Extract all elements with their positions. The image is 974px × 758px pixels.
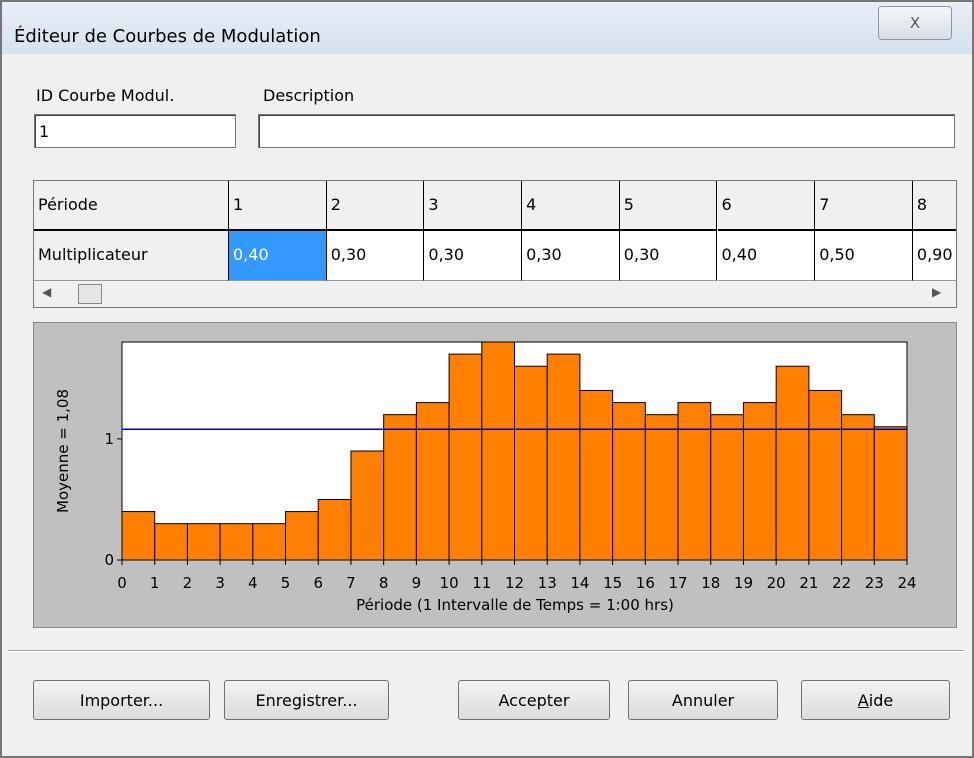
grid-cell[interactable]: 0,30	[326, 231, 425, 281]
row-header: Période	[34, 181, 229, 231]
grid-cell[interactable]: 0,40	[717, 231, 816, 281]
column-header: 4	[522, 181, 620, 231]
x-tick-label: 1	[150, 574, 160, 592]
x-tick-label: 16	[636, 574, 655, 592]
id-input[interactable]: 1	[34, 114, 236, 148]
x-tick-label: 5	[281, 574, 291, 592]
column-header: 8	[912, 181, 956, 231]
accept-button[interactable]: Accepter	[458, 680, 610, 720]
bar	[154, 523, 188, 561]
grid-cell[interactable]: 0,30	[424, 231, 523, 281]
bar	[873, 426, 908, 561]
bar	[514, 365, 548, 561]
column-header: 3	[424, 181, 523, 231]
bar	[481, 341, 515, 561]
grid-cell[interactable]: 0,50	[815, 231, 913, 281]
y-tick-label: 1	[104, 430, 114, 448]
grid-cell[interactable]: 0,30	[619, 231, 718, 281]
bar	[121, 511, 156, 561]
bar	[285, 511, 319, 561]
x-tick-label: 2	[183, 574, 193, 592]
help-button[interactable]: Aide	[801, 680, 950, 720]
bar	[742, 402, 777, 561]
scroll-right[interactable]: ▶	[932, 285, 942, 299]
title-bar	[2, 2, 972, 54]
x-tick-label: 23	[865, 574, 884, 592]
x-tick-label: 14	[570, 574, 589, 592]
x-tick-label: 7	[346, 574, 356, 592]
bar	[808, 389, 843, 561]
x-tick-label: 9	[412, 574, 422, 592]
column-header: 7	[815, 181, 913, 231]
x-tick-label: 3	[215, 574, 225, 592]
bar	[677, 402, 712, 561]
window-title: Éditeur de Courbes de Modulation	[14, 26, 321, 47]
close-button[interactable]: X	[878, 6, 952, 40]
bar	[219, 523, 254, 561]
x-tick-label: 20	[767, 574, 786, 592]
bar	[775, 365, 810, 561]
id-label: ID Courbe Modul.	[36, 86, 175, 105]
x-tick-label: 13	[538, 574, 557, 592]
description-label: Description	[263, 86, 355, 105]
y-axis-label: Moyenne = 1,08	[54, 389, 72, 513]
x-tick-label: 24	[897, 574, 916, 592]
grid-cell[interactable]: 0,30	[522, 231, 620, 281]
scroll-thumb[interactable]	[78, 284, 102, 304]
column-header: 2	[326, 181, 425, 231]
x-tick-label: 18	[701, 574, 720, 592]
bar	[252, 523, 287, 561]
x-tick-label: 8	[379, 574, 389, 592]
scroll-left[interactable]: ◀	[42, 285, 52, 299]
x-tick-label: 0	[117, 574, 127, 592]
column-header: 5	[619, 181, 718, 231]
x-tick-label: 17	[668, 574, 687, 592]
x-tick-label: 10	[440, 574, 459, 592]
cancel-button[interactable]: Annuler	[628, 680, 778, 720]
scrollbar: ◀ ▶	[34, 281, 956, 307]
description-input[interactable]	[258, 114, 955, 148]
x-tick-label: 19	[734, 574, 753, 592]
x-tick-label: 4	[248, 574, 258, 592]
grid-cell[interactable]: 0,40	[229, 231, 327, 281]
column-header: 1	[229, 181, 327, 231]
bar	[186, 523, 221, 561]
bar	[350, 450, 385, 561]
bar	[644, 414, 679, 561]
grid-cell[interactable]: 0,90	[912, 231, 956, 281]
bar	[448, 353, 483, 561]
separator	[8, 650, 964, 652]
bar	[841, 414, 875, 561]
data-grid: ◀ ▶ Période Multiplicateur 1 0,40 2 0,30 3 0,30…	[33, 180, 957, 308]
x-tick-label: 11	[472, 574, 491, 592]
x-axis-label: Période (1 Intervalle de Temps = 1:00 hr…	[356, 596, 674, 614]
x-tick-label: 21	[799, 574, 818, 592]
x-tick-label: 22	[832, 574, 851, 592]
bar	[579, 389, 614, 561]
x-tick-label: 12	[505, 574, 524, 592]
x-tick-label: 15	[603, 574, 622, 592]
y-tick-label: 0	[104, 551, 114, 569]
save-button[interactable]: Enregistrer...	[224, 680, 389, 720]
bar	[546, 353, 581, 561]
bar	[383, 414, 417, 561]
bar	[317, 498, 352, 561]
import-button[interactable]: Importer...	[33, 680, 210, 720]
row-header: Multiplicateur	[34, 231, 229, 281]
x-tick-label: 6	[313, 574, 323, 592]
column-header: 6	[717, 181, 816, 231]
bar	[612, 402, 646, 561]
bar	[415, 402, 450, 561]
bar	[710, 414, 744, 561]
